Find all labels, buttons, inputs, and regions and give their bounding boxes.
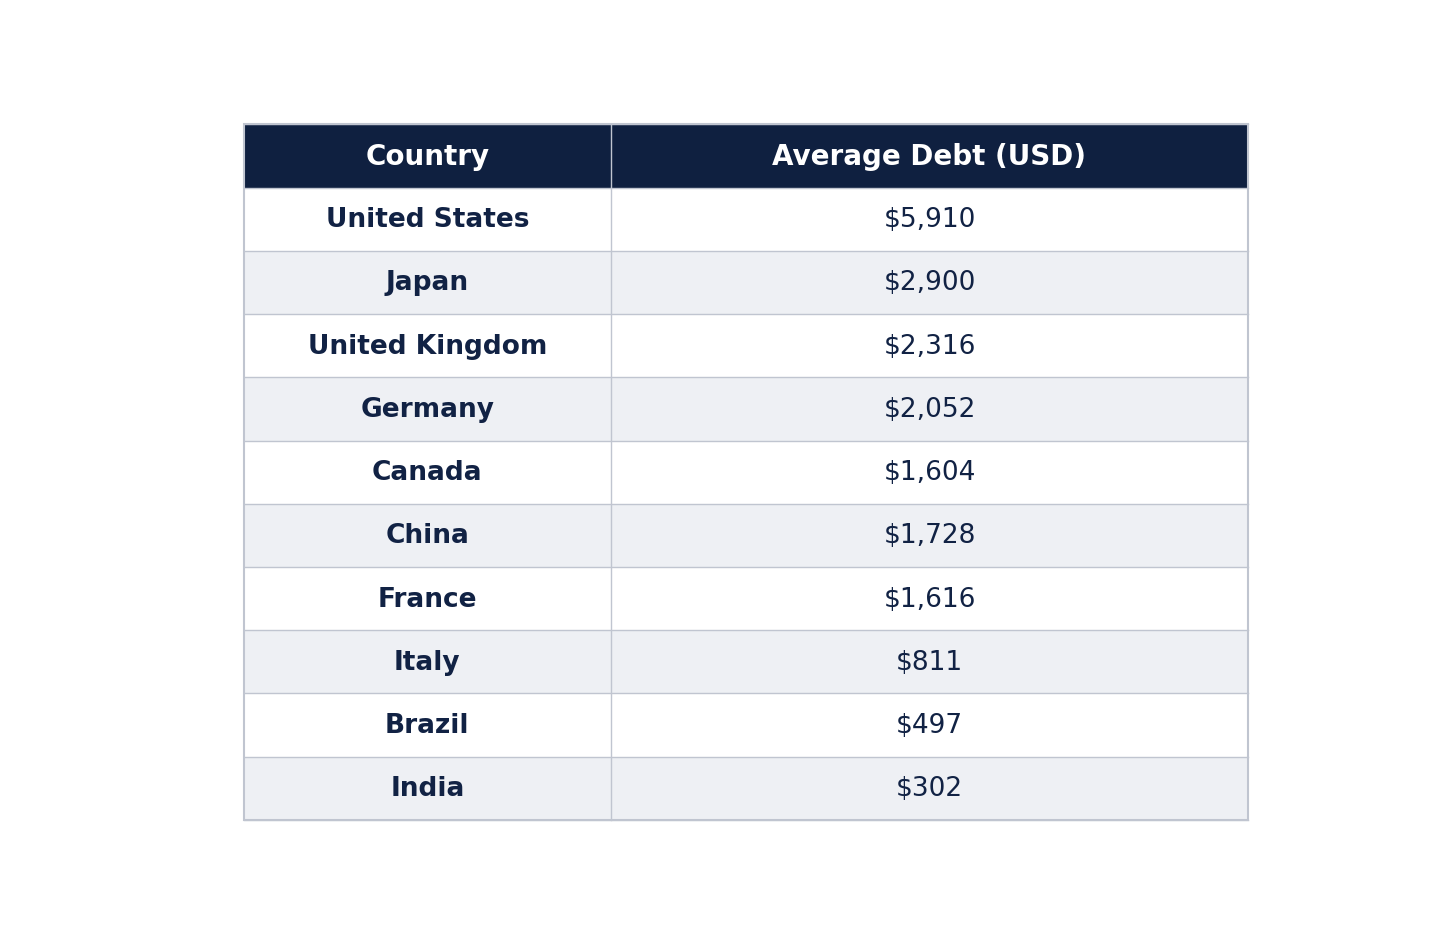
Text: Germany: Germany [360, 397, 495, 422]
Bar [245, 252, 610, 314]
Bar [245, 125, 610, 188]
Text: Country: Country [365, 143, 489, 171]
Text: $2,052: $2,052 [884, 397, 976, 422]
Text: India: India [390, 776, 464, 801]
Text: Average Debt (USD): Average Debt (USD) [773, 143, 1086, 171]
Bar [610, 378, 1248, 441]
Bar [610, 441, 1248, 505]
Bar [610, 694, 1248, 757]
Text: $5,910: $5,910 [884, 207, 976, 233]
Text: China: China [386, 523, 469, 548]
Bar [610, 314, 1248, 378]
Bar [610, 188, 1248, 252]
Text: $302: $302 [895, 776, 962, 801]
Text: France: France [377, 586, 478, 612]
Bar [610, 757, 1248, 820]
Bar [610, 631, 1248, 694]
Bar [610, 252, 1248, 314]
Bar [245, 188, 610, 252]
Text: Brazil: Brazil [384, 712, 470, 739]
Bar [245, 567, 610, 631]
Text: $1,728: $1,728 [884, 523, 976, 548]
Text: United States: United States [326, 207, 529, 233]
Text: Japan: Japan [386, 271, 469, 296]
Text: Canada: Canada [373, 460, 482, 486]
Bar [245, 757, 610, 820]
Bar [245, 125, 1248, 820]
Bar [245, 694, 610, 757]
Bar [245, 441, 610, 505]
Text: $2,316: $2,316 [884, 333, 976, 359]
Bar [245, 505, 610, 567]
Text: $1,616: $1,616 [884, 586, 976, 612]
Bar [610, 125, 1248, 188]
Text: $2,900: $2,900 [884, 271, 976, 296]
Text: United Kingdom: United Kingdom [307, 333, 547, 359]
Bar [610, 505, 1248, 567]
Text: $497: $497 [895, 712, 962, 739]
Text: Italy: Italy [395, 650, 460, 675]
Text: $811: $811 [895, 650, 962, 675]
Bar [610, 567, 1248, 631]
Bar [245, 314, 610, 378]
Bar [245, 631, 610, 694]
Bar [245, 378, 610, 441]
Text: $1,604: $1,604 [884, 460, 976, 486]
